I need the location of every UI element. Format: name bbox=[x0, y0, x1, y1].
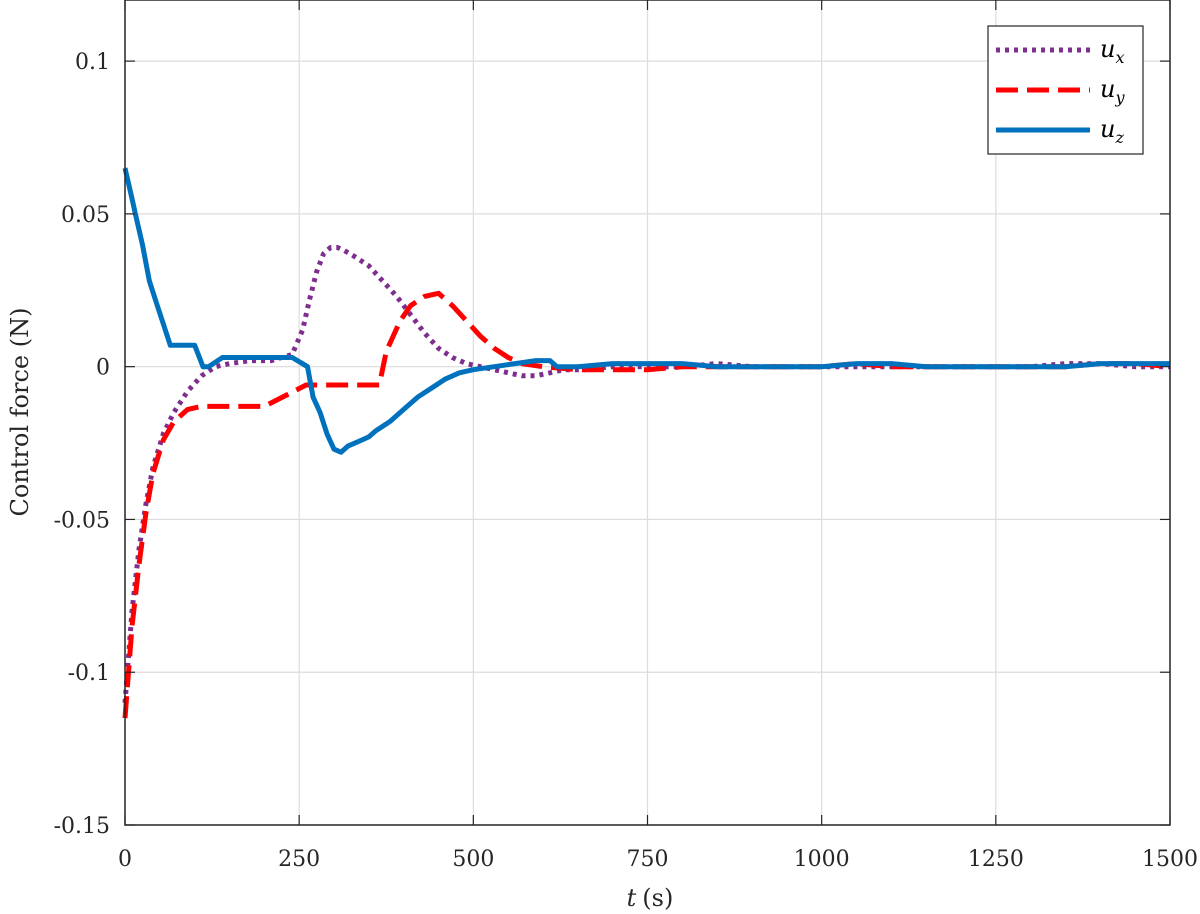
x-axis-title: t (s) bbox=[627, 884, 674, 912]
ticks bbox=[124, 0, 1171, 826]
x-tick-label: 500 bbox=[452, 847, 494, 872]
y-tick-label: -0.05 bbox=[54, 508, 110, 533]
x-axis-variable: t bbox=[627, 884, 637, 912]
legend-label-y: uy bbox=[1100, 75, 1125, 107]
y-axis-title: Control force (N) bbox=[6, 308, 34, 517]
legend-label-subscript: x bbox=[1115, 48, 1124, 67]
legend-label-base: u bbox=[1100, 35, 1115, 63]
y-tick-label: -0.1 bbox=[68, 661, 110, 686]
legend-label-z: uz bbox=[1100, 115, 1124, 147]
x-tick-label: 750 bbox=[627, 847, 669, 872]
x-tick-label: 0 bbox=[118, 847, 132, 872]
x-tick-label: 1000 bbox=[794, 847, 850, 872]
x-tick-label: 1500 bbox=[1142, 847, 1198, 872]
series-line-z bbox=[122, 167, 1170, 455]
x-tick-label: 1250 bbox=[968, 847, 1024, 872]
y-tick-label: -0.15 bbox=[54, 814, 110, 839]
series-line-x bbox=[122, 245, 1170, 703]
legend-label-subscript: z bbox=[1114, 128, 1124, 147]
x-tick-label: 250 bbox=[278, 847, 320, 872]
y-tick-label: 0.05 bbox=[61, 203, 110, 228]
tick-labels: 0 250 500 750 1000 1250 1500 -0.15 -0.1 -0.05 0 0.0… bbox=[54, 50, 1198, 872]
y-tick-label: 0.1 bbox=[75, 50, 110, 75]
legend-label-subscript: y bbox=[1114, 88, 1125, 107]
x-axis-unit: (s) bbox=[642, 884, 673, 912]
y-tick-label: 0 bbox=[96, 356, 110, 381]
series-line-y bbox=[122, 290, 1171, 719]
series-layer bbox=[122, 167, 1171, 719]
legend-label-base: u bbox=[1100, 115, 1115, 143]
legend-label-x: ux bbox=[1100, 35, 1125, 67]
legend-label-base: u bbox=[1100, 75, 1115, 103]
